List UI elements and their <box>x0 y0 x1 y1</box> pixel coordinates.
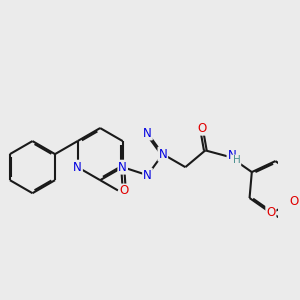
Text: O: O <box>290 196 299 208</box>
Text: O: O <box>119 184 129 197</box>
Text: N: N <box>73 160 82 174</box>
Text: N: N <box>143 127 152 140</box>
Text: H: H <box>232 155 240 165</box>
Text: N: N <box>227 149 236 162</box>
Text: N: N <box>143 169 152 182</box>
Text: O: O <box>197 122 207 135</box>
Text: N: N <box>158 148 167 160</box>
Text: N: N <box>118 160 127 174</box>
Text: O: O <box>266 206 275 220</box>
